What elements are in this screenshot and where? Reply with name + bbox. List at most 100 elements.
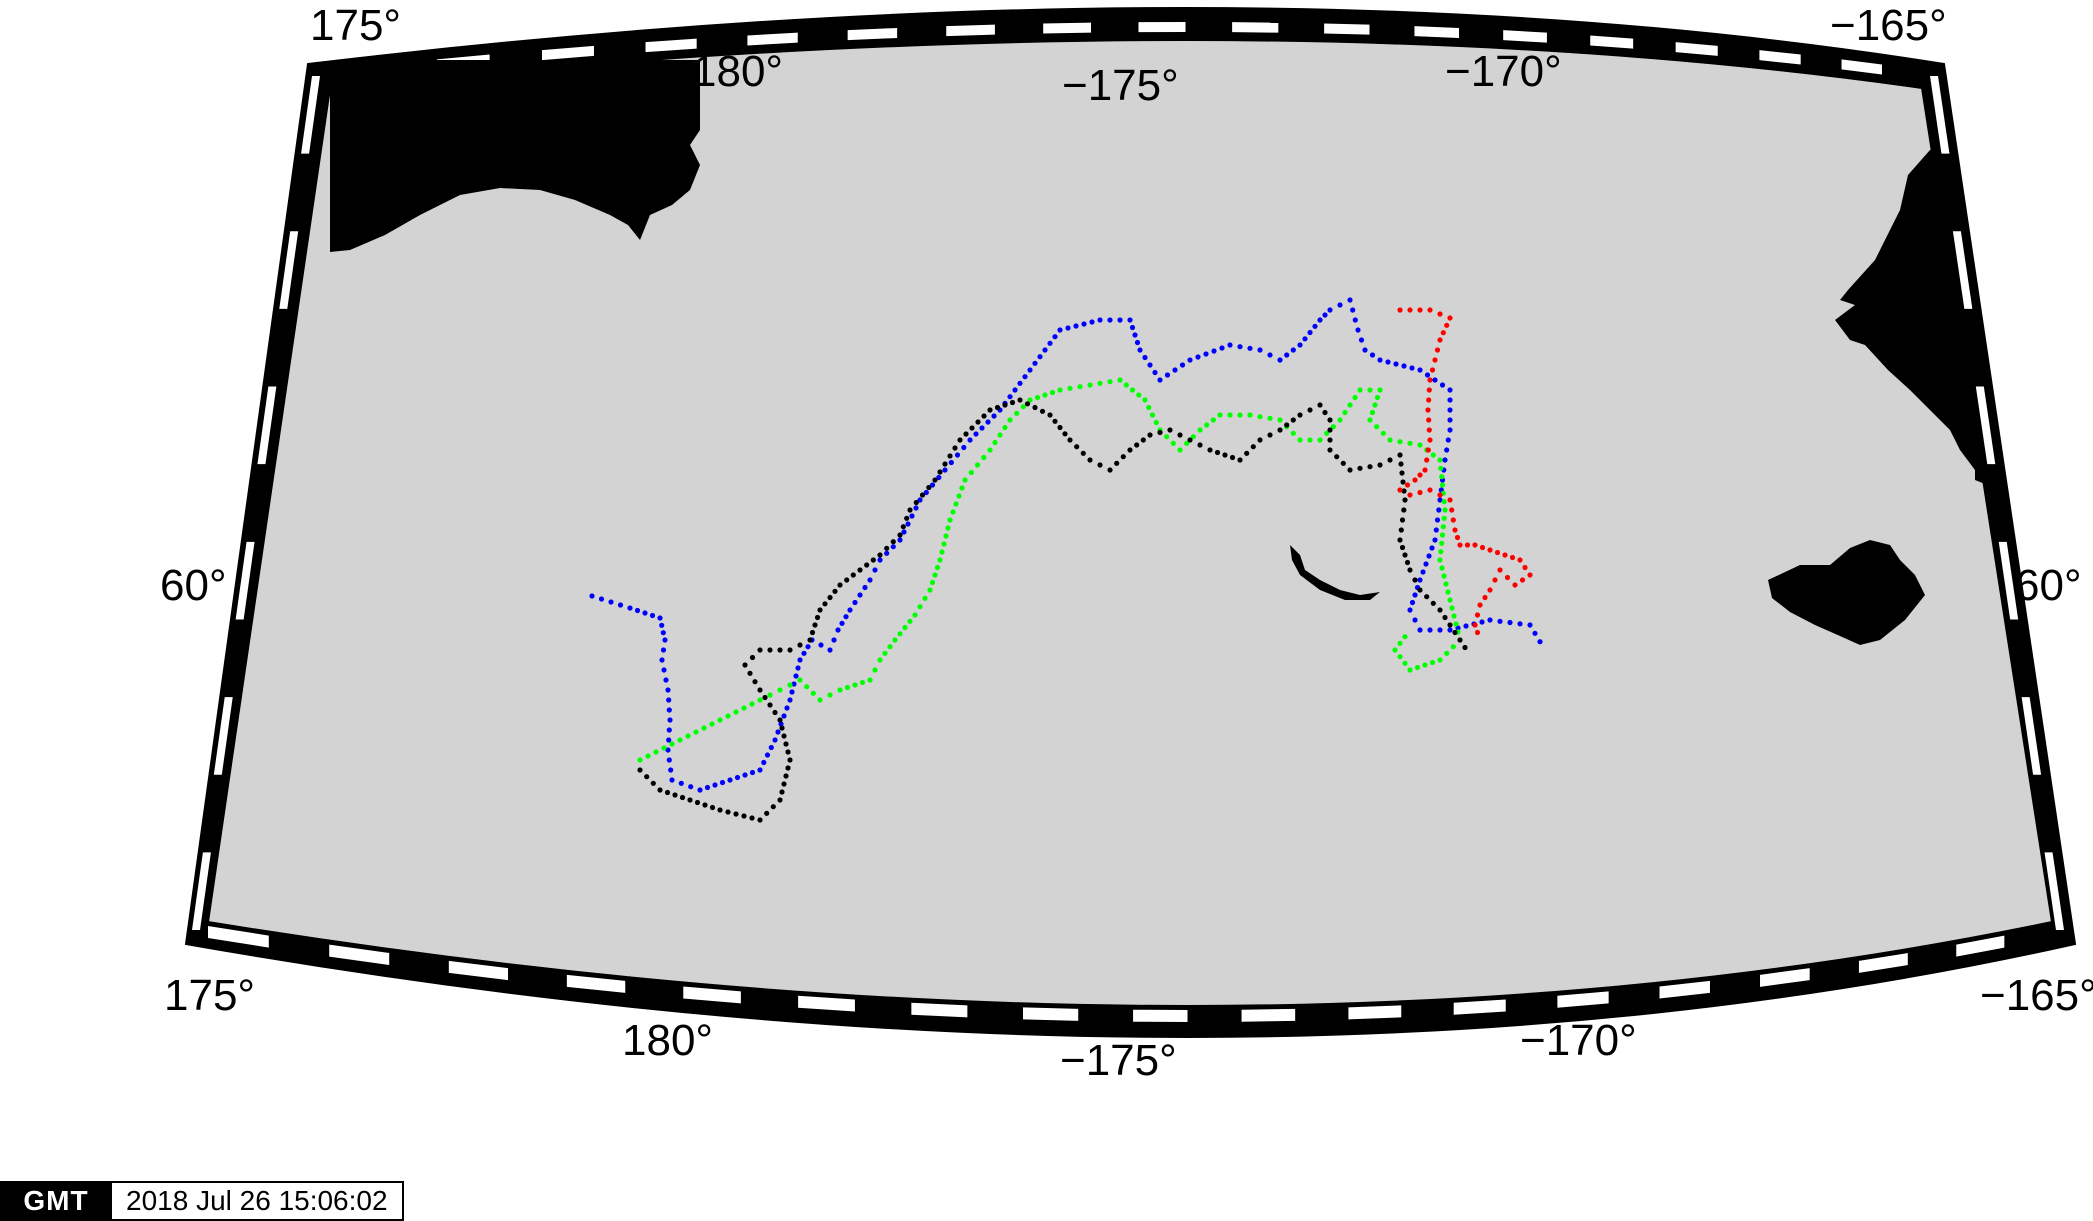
track-point xyxy=(1426,427,1432,433)
track-point xyxy=(1377,387,1383,393)
track-point xyxy=(1073,323,1079,329)
track-point xyxy=(1369,352,1376,358)
track-point xyxy=(867,577,873,583)
track-point xyxy=(1417,307,1423,313)
frame-checker xyxy=(208,926,269,948)
track-point xyxy=(1227,342,1233,348)
track-point xyxy=(791,681,797,687)
track-point xyxy=(1442,507,1448,513)
track-point xyxy=(1487,587,1493,593)
track-point xyxy=(666,737,672,743)
bottom-lon-label-180: 180° xyxy=(622,1016,713,1065)
frame-checker xyxy=(542,45,594,61)
track-point xyxy=(627,605,633,611)
track-point xyxy=(1474,629,1481,636)
track-point xyxy=(897,532,903,538)
track-point xyxy=(1453,621,1459,627)
track-point xyxy=(1167,427,1173,433)
track-point xyxy=(767,647,773,653)
track-point xyxy=(827,647,833,653)
track-point xyxy=(1334,454,1340,460)
track-point xyxy=(727,777,733,783)
track-point xyxy=(666,697,672,703)
track-point xyxy=(1482,594,1488,601)
track-point xyxy=(1297,437,1303,443)
track-point xyxy=(1277,417,1283,423)
track-point xyxy=(1422,467,1428,473)
track-point xyxy=(897,537,903,543)
track-point xyxy=(1447,397,1453,403)
track-point xyxy=(1355,327,1361,333)
track-point xyxy=(747,670,753,676)
track-point xyxy=(1402,497,1408,503)
frame-checker xyxy=(213,697,233,775)
track-point xyxy=(907,507,913,513)
track-point xyxy=(1352,394,1358,401)
track-point xyxy=(785,749,791,755)
track-point xyxy=(749,769,756,776)
frame-checker xyxy=(1043,22,1092,34)
track-point xyxy=(929,482,936,488)
track-point xyxy=(772,709,778,716)
frame-checker xyxy=(1241,1008,1296,1022)
track-point xyxy=(1519,577,1526,583)
track-point xyxy=(963,431,969,437)
track-point xyxy=(1432,377,1438,383)
track-point xyxy=(719,779,726,786)
track-point xyxy=(974,462,981,468)
track-point xyxy=(797,642,803,648)
track-point xyxy=(1157,429,1163,436)
track-point xyxy=(668,767,674,773)
frame-checker xyxy=(301,76,320,154)
track-point xyxy=(985,419,991,425)
track-point xyxy=(787,682,793,688)
track-point xyxy=(810,690,816,696)
top-lon-label-180: 180° xyxy=(692,47,783,96)
track-point xyxy=(882,650,888,656)
track-point xyxy=(797,677,803,683)
track-point xyxy=(1442,614,1448,621)
track-point xyxy=(781,781,787,787)
track-point xyxy=(1449,605,1455,611)
frame-checker xyxy=(645,38,697,53)
track-point xyxy=(832,588,838,594)
track-point xyxy=(1427,487,1433,493)
track-point xyxy=(994,404,1001,411)
frame-checker xyxy=(1557,991,1609,1008)
track-point xyxy=(1214,449,1221,456)
track-point xyxy=(927,587,933,593)
track-point xyxy=(667,717,673,723)
track-point xyxy=(1107,379,1113,385)
track-point xyxy=(663,677,669,683)
frame-checker xyxy=(747,32,798,46)
track-point xyxy=(1012,387,1018,393)
track-point xyxy=(1237,457,1243,463)
track-point xyxy=(734,774,741,781)
frame-checker xyxy=(946,24,995,37)
track-point xyxy=(1447,315,1453,321)
track-point xyxy=(1438,549,1444,555)
track-point xyxy=(1402,552,1408,558)
track-point xyxy=(1397,654,1403,660)
track-point xyxy=(1432,537,1438,543)
top-lon-label-175: 175° xyxy=(310,1,401,50)
track-point xyxy=(1190,434,1196,440)
track-point xyxy=(1437,337,1443,343)
track-point xyxy=(932,572,938,578)
track-point xyxy=(1065,325,1071,331)
frame-checker xyxy=(1324,23,1370,35)
track-point xyxy=(1322,312,1328,318)
frame-checker xyxy=(566,974,626,993)
track-point xyxy=(831,637,837,643)
track-point xyxy=(1407,667,1413,673)
track-point xyxy=(1049,389,1056,396)
track-point xyxy=(1433,527,1439,533)
track-point xyxy=(822,601,828,607)
track-point xyxy=(926,484,932,491)
track-point xyxy=(907,618,913,624)
track-point xyxy=(1517,621,1523,627)
track-point xyxy=(1492,577,1498,583)
track-point xyxy=(991,413,997,419)
track-point xyxy=(1057,387,1063,393)
track-point xyxy=(741,813,747,819)
